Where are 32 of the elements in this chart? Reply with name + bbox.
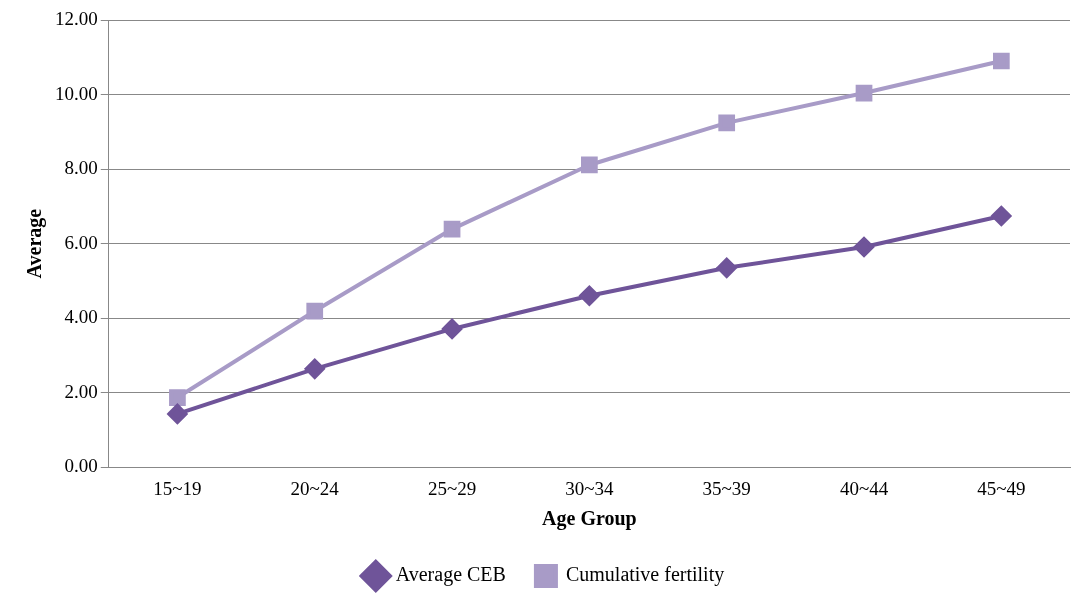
y-tick-label: 2.00 (64, 380, 98, 402)
point (442, 318, 463, 339)
point (443, 220, 461, 238)
x-tick-label: 45~49 (977, 477, 1026, 499)
x-tick-label: 20~24 (290, 477, 340, 499)
y-tick-label: 4.00 (64, 306, 98, 328)
point (992, 52, 1010, 70)
point (579, 285, 600, 306)
y-axis-title: Average (23, 208, 47, 279)
point (991, 206, 1012, 227)
point (854, 236, 875, 257)
x-tick-label: 25~29 (427, 477, 477, 499)
point (304, 358, 325, 379)
y-tick-label: 12.00 (55, 7, 98, 29)
y-tick-label: 8.00 (64, 157, 98, 179)
x-tick-label: 30~34 (565, 477, 615, 499)
legend-label: Average CEB (395, 563, 506, 587)
y-tick-label: 10.00 (55, 82, 98, 104)
y-tick-label: 6.00 (64, 231, 98, 253)
y-tick-label: 0.00 (64, 455, 98, 477)
point (718, 114, 736, 132)
x-tick-label: 15~19 (153, 477, 202, 499)
point (167, 403, 188, 424)
point (306, 302, 324, 320)
x-tick-label: 35~39 (702, 477, 751, 499)
point (855, 84, 873, 102)
point (169, 389, 186, 406)
point (716, 257, 737, 278)
legend-label: Cumulative fertility (565, 563, 725, 587)
x-tick-label: 40~44 (839, 477, 889, 499)
point (581, 156, 598, 174)
x-axis-title: Age Group (542, 507, 637, 531)
